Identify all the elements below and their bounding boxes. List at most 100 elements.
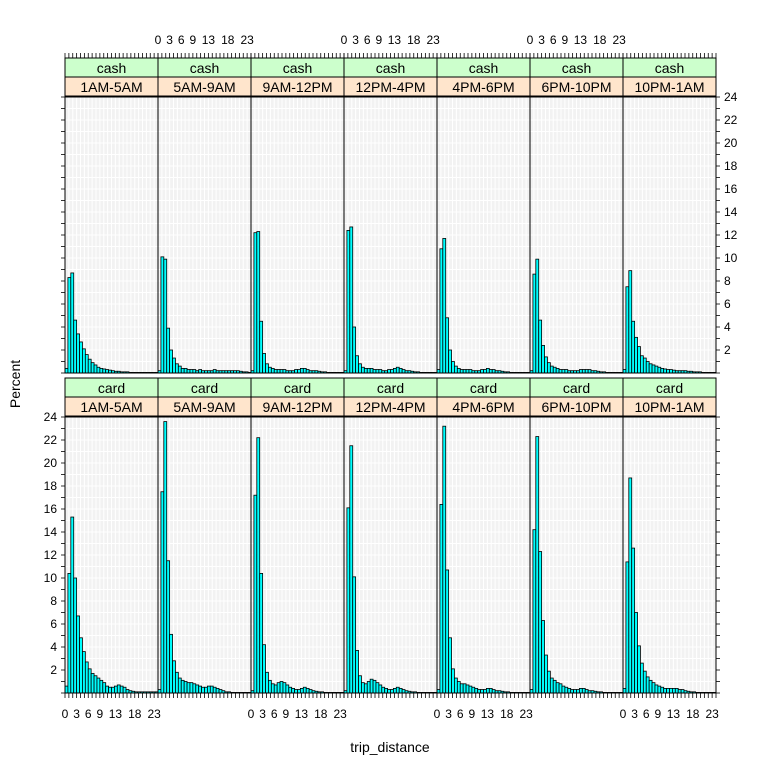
strip-time-label: 6PM-10PM [541, 79, 611, 95]
histogram-bar [215, 688, 220, 694]
strip-payment-label: cash [469, 60, 499, 76]
strip-time-label: 12PM-4PM [355, 79, 425, 95]
histogram-bar [76, 333, 80, 374]
x-tick-label-top: 0 [155, 33, 162, 47]
histogram-bar [468, 369, 473, 374]
histogram-bar [552, 679, 557, 694]
x-tick-label-bottom: 18 [500, 707, 514, 721]
histogram-bar [439, 248, 444, 374]
histogram-bar [663, 368, 667, 374]
y-tick-label: 2 [50, 663, 57, 677]
histogram-bar [657, 366, 662, 374]
x-tick-label-top: 23 [240, 33, 254, 47]
histogram-bar [579, 688, 583, 694]
histogram-bar [381, 686, 386, 694]
histogram-bar [105, 685, 109, 694]
x-tick-label-bottom: 18 [314, 707, 328, 721]
histogram-bar [456, 367, 461, 374]
x-tick-label-top: 0 [527, 33, 534, 47]
histogram-bar [547, 362, 551, 374]
histogram-bar [186, 369, 191, 374]
histogram-bar [259, 573, 264, 694]
histogram-bar [663, 688, 667, 694]
histogram-bar [387, 689, 391, 694]
histogram-bar [192, 683, 197, 694]
strip-payment-label: cash [190, 60, 220, 76]
histogram-bar [634, 336, 638, 374]
histogram-bar [349, 445, 354, 694]
x-tick-label-bottom: 3 [631, 707, 638, 721]
x-tick-label-bottom: 23 [705, 707, 719, 721]
histogram-bar [273, 369, 278, 374]
x-tick-label-bottom: 9 [655, 707, 662, 721]
histogram-bar [102, 368, 107, 374]
y-tick-label: 18 [44, 479, 58, 493]
histogram-bar [581, 688, 586, 694]
histogram-bar [355, 355, 359, 374]
strip-payment-label: card [377, 380, 404, 396]
histogram-bar [555, 367, 560, 374]
histogram-bar [201, 686, 205, 694]
strip-payment-label: card [98, 380, 125, 396]
histogram-bar [462, 683, 467, 694]
histogram-bar [468, 685, 473, 694]
x-tick-label-top: 23 [612, 33, 626, 47]
histogram-bar [93, 675, 98, 694]
strip-payment-label: card [656, 380, 683, 396]
histogram-bar [576, 689, 580, 694]
y-tick-label: 10 [724, 251, 738, 265]
histogram-bar [567, 688, 572, 694]
x-tick-label-top: 9 [190, 33, 197, 47]
histogram-bar [288, 686, 293, 694]
y-tick-label: 12 [44, 548, 58, 562]
histogram-bar [372, 679, 377, 694]
histogram-bar [84, 661, 89, 694]
histogram-bar [166, 327, 171, 374]
histogram-bar [552, 366, 557, 374]
histogram-bar [634, 612, 638, 694]
panel-card-5AM-9AM: card 5AM-9AM [157, 377, 252, 694]
histogram-bar [642, 670, 647, 694]
x-tick-label-top: 6 [364, 33, 371, 47]
strip-time-label: 9AM-12PM [262, 79, 332, 95]
histogram-bar [73, 577, 78, 694]
histogram-bar [79, 637, 83, 694]
histogram-bar [82, 651, 86, 694]
histogram-bar [285, 684, 290, 694]
y-axis-title: Percent [7, 360, 23, 408]
histogram-bar [308, 689, 313, 694]
histogram-bar [90, 673, 95, 694]
y-tick-label: 14 [724, 205, 738, 219]
histogram-bar [177, 365, 182, 374]
histogram-bar [279, 369, 284, 374]
y-tick-label: 12 [724, 228, 738, 242]
x-tick-label-top: 18 [407, 33, 421, 47]
x-tick-label-bottom: 9 [97, 707, 104, 721]
strip-payment-label: cash [655, 60, 685, 76]
x-tick-label-bottom: 13 [667, 707, 681, 721]
histogram-bar [305, 688, 310, 694]
strip-time-label: 10PM-1AM [634, 79, 704, 95]
histogram-bar [172, 660, 176, 694]
histogram-bar [474, 688, 479, 694]
histogram-bar [87, 668, 92, 694]
x-tick-label-top: 3 [166, 33, 173, 47]
strip-payment-label: card [191, 380, 218, 396]
histogram-bar [471, 686, 476, 694]
histogram-bar [666, 369, 670, 374]
histogram-bar [587, 369, 592, 374]
histogram-bar [456, 681, 461, 694]
histogram-bar [451, 668, 455, 694]
x-tick-label-bottom: 18 [686, 707, 700, 721]
histogram-bar [378, 369, 383, 374]
histogram-bar [570, 689, 574, 694]
histogram-bar [477, 689, 481, 694]
histogram-bar [680, 689, 685, 694]
histogram-bar [160, 491, 165, 694]
x-tick-label-top: 3 [352, 33, 359, 47]
histogram-bar [549, 365, 554, 374]
histogram-bar [212, 686, 217, 694]
histogram-bar [372, 369, 377, 374]
x-tick-label-bottom: 0 [62, 707, 69, 721]
panel-card-10PM-1AM: card 10PM-1AM [622, 377, 717, 694]
